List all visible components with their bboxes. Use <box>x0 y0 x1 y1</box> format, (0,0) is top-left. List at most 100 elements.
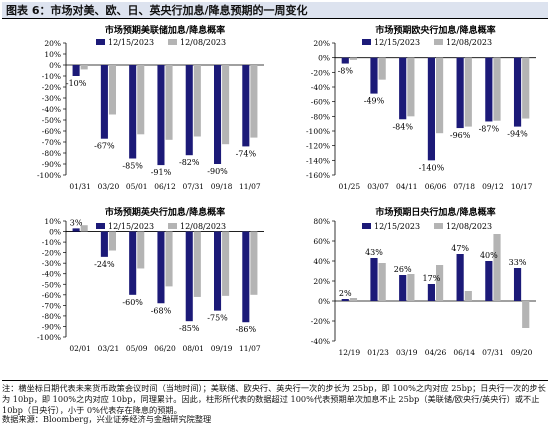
bar-s2 <box>464 57 472 127</box>
bar-s2 <box>193 65 201 137</box>
y-tick-label: -70% <box>42 138 61 147</box>
bar-s1 <box>399 57 407 120</box>
bar-s1 <box>242 65 250 147</box>
category-label: 09/20 <box>511 348 533 357</box>
y-tick-label: -20% <box>42 249 61 258</box>
bar-s1 <box>485 261 493 301</box>
bar-s2 <box>493 57 501 121</box>
legend-label-s2: 12/08/2023 <box>446 38 492 47</box>
category-label: 06/06 <box>425 182 447 191</box>
category-label: 01/23 <box>367 348 389 357</box>
bar-s1 <box>341 57 349 64</box>
legend-swatch-s1 <box>362 39 371 45</box>
data-label: -90% <box>207 167 228 176</box>
bar-s2 <box>436 265 444 301</box>
bar-s1 <box>72 228 80 232</box>
data-label: -140% <box>419 163 445 172</box>
legend-swatch-s2 <box>168 39 177 45</box>
bar-s1 <box>185 231 193 322</box>
data-label: -74% <box>236 149 257 158</box>
y-tick-label: -20% <box>42 83 61 92</box>
y-tick-label: -40% <box>311 337 330 346</box>
chart-panel-3: 市场预期英央行加息/降息概率-100%-90%-80%-70%-60%-50%-… <box>37 206 264 353</box>
data-label: -8% <box>338 67 354 76</box>
category-label: 04/26 <box>425 348 447 357</box>
data-label: -82% <box>179 158 200 167</box>
bar-s1 <box>485 57 493 122</box>
data-label: -87% <box>479 124 500 133</box>
y-tick-label: -10% <box>42 238 61 247</box>
chart-title: 市场预期欧央行加息/降息概率 <box>375 24 495 36</box>
bar-s1 <box>427 284 435 301</box>
data-label: -86% <box>236 325 257 334</box>
data-label: 47% <box>451 244 469 253</box>
data-label: -67% <box>94 142 115 151</box>
category-label: 07/31 <box>482 348 504 357</box>
y-tick-label: -80% <box>42 312 61 321</box>
bar-s2 <box>522 57 530 119</box>
bar-s2 <box>522 301 530 328</box>
y-tick-label: 10% <box>44 50 61 59</box>
category-label: 06/14 <box>453 348 475 357</box>
chart-panel-4: 市场预期日央行加息/降息概率 -40% -20% 0% 20% 40% 60% 80% 2% 12… <box>311 206 536 357</box>
data-label: -91% <box>151 168 172 177</box>
bar-s1 <box>399 275 407 301</box>
legend-label-s2: 12/08/2023 <box>180 222 226 231</box>
category-label: 07/18 <box>453 182 475 191</box>
y-tick-label: -30% <box>42 259 61 268</box>
y-tick-label: -50% <box>42 280 61 289</box>
bar-s2 <box>165 65 173 140</box>
y-tick-label: -100% <box>37 333 61 342</box>
y-tick-label: -50% <box>42 116 61 125</box>
y-tick-label: 20% <box>44 39 61 48</box>
legend-swatch-s1 <box>362 223 371 229</box>
data-label: -75% <box>207 314 228 323</box>
data-label: -96% <box>450 131 471 140</box>
bar-s1 <box>185 65 193 156</box>
bar-s2 <box>349 57 358 60</box>
bar-s2 <box>407 57 415 117</box>
y-tick-label: 0% <box>49 61 61 70</box>
bar-s2 <box>349 298 358 301</box>
bar-s1 <box>214 231 222 311</box>
bar-s2 <box>250 65 258 138</box>
y-tick-label: 80% <box>313 217 330 226</box>
data-label: 2% <box>339 289 352 298</box>
bar-s2 <box>80 225 88 232</box>
category-label: 11/07 <box>239 182 261 191</box>
bar-s1 <box>341 299 349 301</box>
bar-s2 <box>137 231 145 269</box>
data-label: 3% <box>70 218 83 227</box>
data-source: 数据来源：Bloomberg，兴业证券经济与金融研究院整理 <box>2 414 212 424</box>
category-label: 05/01 <box>126 182 148 191</box>
legend-swatch-s2 <box>168 223 177 229</box>
bar-s2 <box>80 65 88 70</box>
bar-s2 <box>108 65 116 115</box>
y-tick-label: -20% <box>311 68 330 77</box>
bar-s2 <box>407 274 415 301</box>
chart-title: 市场预期英央行加息/降息概率 <box>105 206 225 218</box>
bar-s1 <box>157 65 165 166</box>
data-label: 40% <box>480 251 498 260</box>
category-label: 01/31 <box>69 182 91 191</box>
bar-s2 <box>222 231 230 296</box>
legend-label-s2: 12/08/2023 <box>446 222 492 231</box>
y-tick-label: -40% <box>311 83 330 92</box>
y-tick-label: 0% <box>318 54 330 63</box>
y-tick-label: -90% <box>42 160 61 169</box>
category-label: 06/12 <box>154 182 176 191</box>
y-tick-label: -120% <box>306 142 330 151</box>
chart-panel-1: 市场预期美联储加息/降息概率 -100% -90% -80% -70% -60% -50% -… <box>37 24 264 191</box>
data-label: 26% <box>394 265 412 274</box>
charts-area: 市场预期美联储加息/降息概率-100%-90%-80%-70%-60%-50%-… <box>37 24 536 357</box>
y-tick-label: -100% <box>37 171 61 180</box>
legend: 12/15/2023 12/08/2023 <box>362 222 492 231</box>
bar-s1 <box>370 57 378 94</box>
bar-s2 <box>378 263 386 301</box>
bar-s1 <box>242 231 250 323</box>
y-tick-label: 0% <box>49 228 61 237</box>
data-label: -49% <box>364 97 385 106</box>
legend-label-s1: 12/15/2023 <box>374 38 420 47</box>
legend: 12/15/2023 12/08/2023 <box>96 38 226 47</box>
bar-s1 <box>427 57 435 161</box>
